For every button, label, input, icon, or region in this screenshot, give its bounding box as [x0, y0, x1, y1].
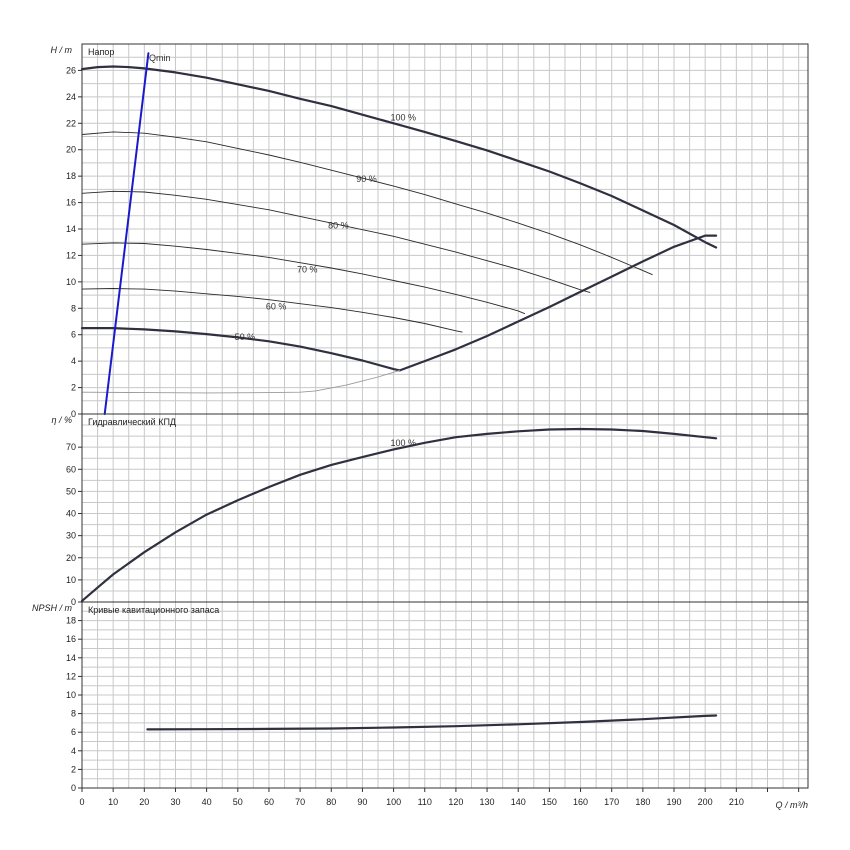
y-tick-label: 0	[71, 783, 76, 793]
y-tick-label: 0	[71, 409, 76, 419]
panel-title: Кривые кавитационного запаса	[88, 605, 219, 615]
x-tick-label: 50	[233, 797, 243, 807]
x-tick-label: 110	[418, 797, 432, 807]
x-tick-label: 100	[386, 797, 401, 807]
y-tick-label: 40	[66, 509, 76, 519]
y-tick-label: 0	[71, 597, 76, 607]
y-tick-label: 2	[71, 764, 76, 774]
curve-label: 60 %	[266, 302, 287, 312]
x-tick-label: 20	[139, 797, 149, 807]
series-line-70	[81, 242, 525, 315]
x-tick-label: 190	[667, 797, 682, 807]
y-axis-label: NPSH / m	[32, 603, 73, 613]
series-line-90	[81, 131, 653, 276]
curve-label: 70 %	[297, 265, 318, 275]
y-tick-label: 4	[71, 356, 76, 366]
y-axis-label: η / %	[51, 415, 72, 425]
y-tick-label: 6	[71, 727, 76, 737]
x-tick-label: 0	[79, 797, 84, 807]
x-tick-label: 120	[448, 797, 463, 807]
y-tick-label: 14	[66, 653, 76, 663]
y-tick-label: 16	[66, 198, 76, 208]
y-tick-label: 24	[66, 92, 76, 102]
curve-label: 80 %	[328, 220, 349, 230]
y-tick-label: 20	[66, 553, 76, 563]
y-tick-label: 70	[66, 442, 76, 452]
x-tick-label: 90	[357, 797, 367, 807]
y-tick-label: 10	[66, 575, 76, 585]
panel-2: 0 10 20 30 40 50 60 70 η / % Гидравлический КПД 10…	[51, 413, 809, 607]
y-axis-label: H / m	[51, 45, 73, 55]
y-tick-label: 20	[66, 145, 76, 155]
x-tick-label: 60	[264, 797, 274, 807]
x-tick-label: 170	[604, 797, 619, 807]
curve-label: 100 %	[390, 438, 416, 448]
y-tick-label: 2	[71, 383, 76, 393]
y-tick-label: 50	[66, 486, 76, 496]
y-tick-label: 8	[71, 709, 76, 719]
y-tick-label: 12	[66, 671, 76, 681]
x-tick-label: 70	[295, 797, 305, 807]
series-line-curve-6	[398, 234, 718, 372]
curve-label: Qmin	[149, 53, 171, 63]
x-tick-label: 200	[698, 797, 713, 807]
x-tick-label: 150	[542, 797, 557, 807]
y-tick-label: 14	[66, 224, 76, 234]
series-line-Qmin	[103, 52, 150, 415]
y-tick-label: 60	[66, 464, 76, 474]
x-tick-label: 180	[635, 797, 650, 807]
y-tick-label: 30	[66, 531, 76, 541]
series-line-80	[81, 190, 591, 293]
y-tick-label: 12	[66, 250, 76, 260]
curve-label: 100 %	[390, 113, 416, 123]
series-line-curve-7	[81, 369, 401, 394]
curve-label: 50 %	[235, 332, 256, 342]
y-tick-label: 18	[66, 616, 76, 626]
series-line-100	[80, 427, 718, 603]
panel-title: Напор	[88, 47, 114, 57]
y-tick-label: 26	[66, 65, 76, 75]
series-line-curve-0	[146, 714, 718, 731]
series-line-50	[80, 327, 401, 372]
x-tick-label: 30	[170, 797, 180, 807]
x-axis-label: Q / m³/h	[775, 800, 808, 810]
x-tick-label: 210	[729, 797, 744, 807]
x-tick-label: 40	[202, 797, 212, 807]
panel-title: Гидравлический КПД	[88, 417, 176, 427]
y-tick-label: 8	[71, 303, 76, 313]
panel-3: 0 2 4 6 8 10 12 14 16 18 NPSH / m Кривые кавитацион…	[32, 601, 809, 793]
x-tick-label: 80	[326, 797, 336, 807]
series-line-100	[80, 65, 718, 249]
y-tick-label: 4	[71, 746, 76, 756]
y-tick-label: 6	[71, 330, 76, 340]
x-tick-label: 130	[480, 797, 495, 807]
y-tick-label: 16	[66, 634, 76, 644]
y-tick-label: 10	[66, 277, 76, 287]
x-tick-label: 140	[511, 797, 526, 807]
series-line-60	[81, 288, 463, 333]
y-tick-label: 10	[66, 690, 76, 700]
curve-label: 90 %	[356, 174, 377, 184]
panel-frame	[81, 601, 809, 789]
x-tick-label: 10	[108, 797, 118, 807]
x-tick-label: 160	[573, 797, 588, 807]
y-tick-label: 22	[66, 118, 76, 128]
y-tick-label: 18	[66, 171, 76, 181]
